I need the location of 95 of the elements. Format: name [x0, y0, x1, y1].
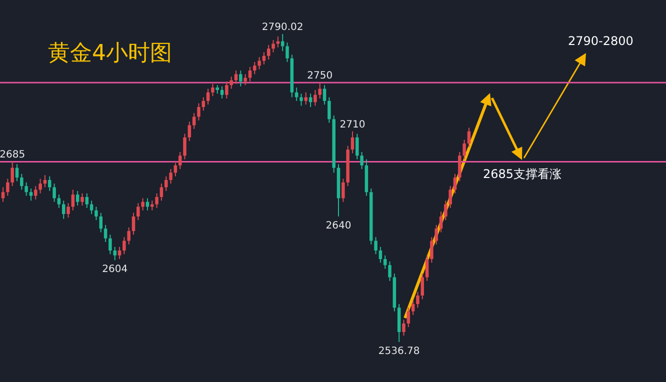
candlestick	[318, 82, 322, 99]
candlestick	[71, 189, 75, 211]
annotation: 2790.02	[262, 22, 304, 33]
candlestick	[253, 62, 256, 75]
candlestick	[220, 86, 224, 99]
candlestick	[322, 84, 326, 106]
candlestick	[164, 176, 168, 192]
candlestick	[155, 192, 158, 208]
text: 2790-2800	[568, 34, 634, 48]
candlestick	[192, 112, 196, 130]
candlestick	[402, 319, 406, 336]
candlestick	[272, 40, 275, 53]
candlestick	[66, 202, 70, 218]
candlestick	[136, 202, 140, 221]
candlestick	[24, 182, 28, 196]
candlestick	[434, 224, 438, 245]
annotation: 2640	[326, 220, 352, 232]
candlestick	[94, 206, 98, 221]
candlestick	[416, 291, 420, 308]
candlestick	[90, 200, 94, 215]
annotation: 2750	[307, 70, 333, 82]
candlestick	[425, 254, 429, 282]
candlestick	[300, 93, 303, 106]
candlestick	[202, 96, 206, 112]
candlestick	[420, 273, 424, 300]
candlestick	[62, 200, 66, 220]
candlestick	[462, 139, 466, 160]
candlestick	[448, 186, 452, 208]
candlestick	[85, 192, 89, 208]
candlestick	[141, 198, 144, 211]
candlestick	[29, 188, 33, 202]
candlestick	[178, 152, 182, 170]
candlestick	[360, 152, 364, 170]
candlestick	[197, 102, 200, 121]
candlestick	[160, 183, 164, 202]
candlestick	[244, 74, 247, 86]
candlestick	[406, 307, 410, 328]
candlestick	[383, 254, 387, 270]
candlestick	[34, 186, 38, 200]
candlestick	[314, 89, 317, 106]
text: 2685支撑看涨	[483, 167, 562, 181]
candlestick	[356, 133, 359, 160]
candlestick	[1, 186, 5, 202]
candlestick	[388, 260, 392, 282]
candlestick	[169, 168, 172, 184]
candlestick	[108, 234, 112, 255]
candlestick	[225, 80, 228, 99]
candlestick	[15, 164, 19, 182]
candlestick	[239, 70, 242, 87]
candlestick	[350, 130, 354, 154]
candlestick	[230, 76, 233, 90]
candlestick	[258, 56, 261, 70]
candlestick	[6, 178, 10, 196]
candlestick	[342, 178, 345, 202]
candlestick	[122, 236, 126, 255]
candlestick	[76, 190, 80, 206]
candlestick	[113, 246, 116, 261]
candlestick	[294, 87, 298, 102]
annotation: 2710	[340, 119, 366, 130]
annotation: 2536.78	[378, 346, 420, 357]
candlestick	[411, 300, 415, 316]
candlestick	[99, 212, 103, 233]
candlestick	[234, 70, 238, 84]
candlestick	[183, 133, 186, 160]
candlestick	[328, 96, 331, 124]
annotation: 2685	[0, 150, 26, 161]
candlestick	[266, 44, 270, 60]
annotation: 2604	[102, 264, 128, 276]
candlestick	[439, 211, 443, 233]
candlestick	[38, 178, 42, 194]
candlestick	[467, 127, 471, 148]
candlestick	[10, 161, 14, 187]
candlestick	[430, 236, 434, 264]
candlestick	[20, 173, 24, 190]
candlestick	[188, 121, 192, 142]
candlestick	[458, 152, 462, 182]
candlestick	[118, 246, 122, 260]
candlestick	[57, 194, 61, 208]
candlestick	[132, 212, 136, 236]
candlestick	[52, 183, 56, 202]
candlestick	[286, 42, 289, 62]
candlestick	[127, 226, 130, 245]
candlestick	[262, 52, 266, 65]
candlestick	[248, 66, 252, 82]
candlestick	[374, 236, 378, 255]
candlestick	[104, 224, 108, 242]
candlestick	[206, 88, 210, 106]
candlestick	[444, 200, 448, 221]
candlestick	[453, 173, 457, 194]
candlestick	[80, 192, 84, 206]
chart-title: 黄金4小时图	[48, 41, 172, 66]
candlestick	[48, 176, 52, 192]
candlestick	[276, 36, 280, 48]
candlestick	[378, 246, 382, 264]
candlestick	[211, 83, 214, 97]
